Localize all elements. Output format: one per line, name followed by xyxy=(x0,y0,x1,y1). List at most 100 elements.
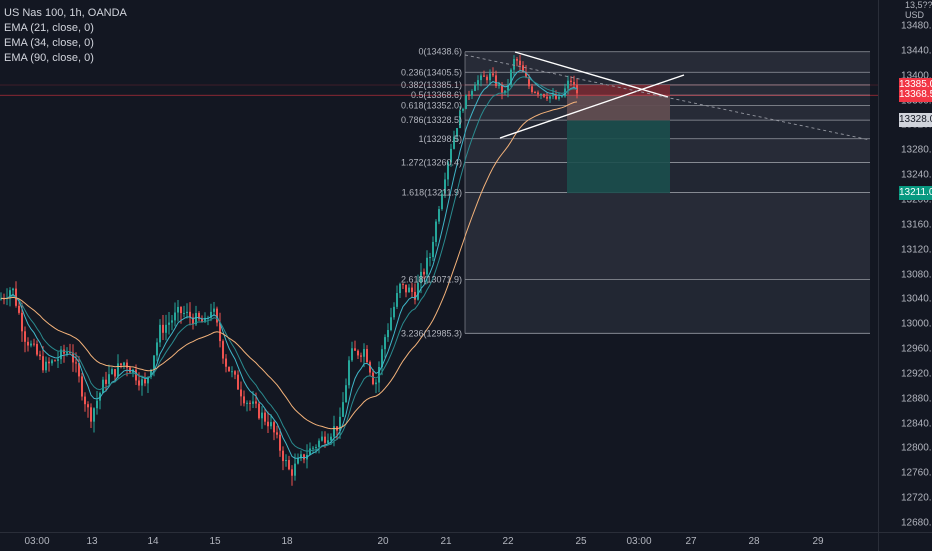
trend-lines[interactable] xyxy=(464,51,871,141)
candle-body xyxy=(138,380,140,386)
candle-body xyxy=(402,283,404,285)
candle-body xyxy=(96,400,98,409)
candle-body xyxy=(435,221,437,242)
candle-body xyxy=(108,374,110,384)
candle-body xyxy=(333,426,335,437)
candle-body xyxy=(513,59,515,70)
candle-body xyxy=(453,136,455,149)
candle-body xyxy=(414,291,416,300)
candle-body xyxy=(48,361,50,364)
candle-body xyxy=(522,65,524,73)
candle-body xyxy=(204,317,206,323)
candle-body xyxy=(258,403,260,419)
candle-body xyxy=(276,432,278,435)
candle-body xyxy=(189,311,191,318)
price-tick: 12880.0 xyxy=(901,393,932,405)
candle-body xyxy=(573,82,575,85)
candle-body xyxy=(111,369,113,375)
ema-21-label[interactable]: EMA (21, close, 0) xyxy=(4,22,94,34)
ema-90-label[interactable]: EMA (90, close, 0) xyxy=(4,52,94,64)
fib-level-label: 1(13298.5) xyxy=(418,134,462,144)
time-tick: 22 xyxy=(502,536,514,547)
candle-body xyxy=(126,362,128,368)
candle-body xyxy=(516,59,518,61)
candle-body xyxy=(0,298,2,300)
fib-labels: 0(13438.6)0.236(13405.5)0.382(13385.1)0.… xyxy=(401,47,462,339)
candle-body xyxy=(288,460,290,470)
time-tick: 03:00 xyxy=(626,536,652,547)
candle-body xyxy=(525,72,527,78)
candle-body xyxy=(102,379,104,393)
time-tick: 18 xyxy=(281,536,293,547)
ema-21-line xyxy=(0,70,578,459)
candle-body xyxy=(168,322,170,325)
candle-body xyxy=(501,84,503,93)
candle-body xyxy=(537,92,539,95)
candle-body xyxy=(45,361,47,371)
symbol-title[interactable]: US Nas 100, 1h, OANDA xyxy=(4,7,127,19)
candle-body xyxy=(318,440,320,448)
candle-body xyxy=(252,401,254,404)
candle-body xyxy=(489,73,491,81)
candle-body xyxy=(60,349,62,360)
candle-body xyxy=(432,241,434,258)
short-position-tool[interactable] xyxy=(0,84,878,194)
candle-body xyxy=(531,86,533,93)
price-tick: 12960.0 xyxy=(901,343,932,355)
candle-body xyxy=(552,94,554,97)
fib-level-label: 0(13438.6) xyxy=(418,47,462,57)
candle-body xyxy=(321,436,323,441)
candle-body xyxy=(192,317,194,325)
candle-body xyxy=(471,90,473,96)
candle-body xyxy=(75,362,77,364)
price-tick: 13080.0 xyxy=(901,269,932,280)
candle-body xyxy=(285,460,287,462)
candle-body xyxy=(546,96,548,99)
candle-body xyxy=(492,73,494,76)
candle-body xyxy=(90,407,92,422)
candle-body xyxy=(354,348,356,351)
price-axis[interactable]: 13,5??.0 USD 13480.013440.013400.013360.… xyxy=(878,0,932,532)
candle-body xyxy=(441,193,443,210)
time-tick: 28 xyxy=(748,536,760,547)
candle-body xyxy=(30,343,32,346)
candle-body xyxy=(291,469,293,476)
open-pnl-zone xyxy=(567,95,670,121)
candle-body xyxy=(408,287,410,293)
candle-body xyxy=(54,360,56,362)
candle-body xyxy=(390,317,392,331)
candle-body xyxy=(255,401,257,404)
candle-body xyxy=(159,324,161,343)
price-tick: 12800.0 xyxy=(901,442,932,454)
candle-body xyxy=(303,454,305,460)
candle-body xyxy=(315,447,317,449)
candle-body xyxy=(543,94,545,97)
price-tick: 13040.0 xyxy=(901,293,932,305)
candle-body xyxy=(120,363,122,366)
candle-body xyxy=(267,421,269,427)
candle-body xyxy=(507,84,509,91)
candle-body xyxy=(555,94,557,99)
candle-body xyxy=(381,349,383,367)
candle-body xyxy=(495,75,497,86)
candle-body xyxy=(249,402,251,404)
fib-zone xyxy=(465,72,870,85)
candle-body xyxy=(78,363,80,377)
candle-body xyxy=(561,96,563,98)
candle-body xyxy=(345,385,347,403)
candle-body xyxy=(480,75,482,81)
candle-body xyxy=(246,402,248,404)
candle-body xyxy=(135,369,137,381)
candle-body xyxy=(429,257,431,259)
candle-body xyxy=(225,358,227,367)
dashed-trendline xyxy=(464,54,871,141)
candle-body xyxy=(297,458,299,464)
ema-34-label[interactable]: EMA (34, close, 0) xyxy=(4,37,94,49)
candle-body xyxy=(363,349,365,357)
candle-body xyxy=(534,92,536,94)
price-tag: 13211.0 xyxy=(899,186,932,201)
candle-body xyxy=(342,402,344,417)
fib-level-label: 0.5(13368.6) xyxy=(411,90,462,100)
